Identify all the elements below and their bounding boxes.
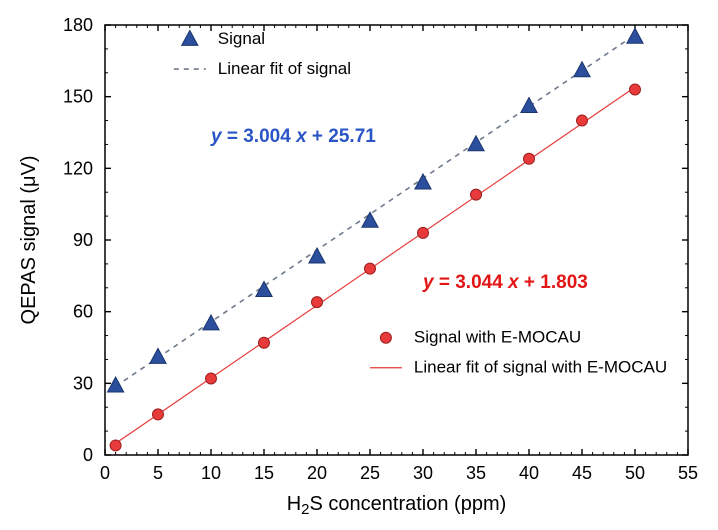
legend-label: Signal with E-MOCAU bbox=[414, 328, 581, 347]
circle-marker bbox=[365, 263, 376, 274]
circle-marker bbox=[630, 84, 641, 95]
equation-signal: y = 3.004 x + 25.71 bbox=[210, 126, 376, 147]
x-tick-label: 10 bbox=[201, 463, 221, 483]
y-tick-label: 60 bbox=[73, 302, 93, 322]
circle-marker bbox=[206, 373, 217, 384]
qepas-chart: 0 5 10 15 20 25 30 35 40 45 50 55 0 30 60 90 120 150 180 H2… bbox=[0, 0, 718, 530]
equation-signal-emocau: y = 3.044 x + 1.803 bbox=[422, 272, 588, 293]
circle-marker bbox=[524, 153, 535, 164]
circle-marker bbox=[259, 337, 270, 348]
y-tick-label: 90 bbox=[73, 230, 93, 250]
x-tick-label: 35 bbox=[466, 463, 486, 483]
x-tick-label: 20 bbox=[307, 463, 327, 483]
circle-marker bbox=[418, 227, 429, 238]
x-tick-label: 55 bbox=[678, 463, 698, 483]
circle-marker bbox=[380, 332, 391, 343]
x-axis-label: H2S concentration (ppm) bbox=[287, 493, 507, 518]
x-tick-label: 25 bbox=[360, 463, 380, 483]
x-tick-label: 45 bbox=[572, 463, 592, 483]
y-tick-label: 30 bbox=[73, 373, 93, 393]
legend-label: Signal bbox=[218, 29, 265, 48]
x-tick-label: 5 bbox=[153, 463, 163, 483]
x-tick-label: 15 bbox=[254, 463, 274, 483]
circle-marker bbox=[577, 115, 588, 126]
circle-marker bbox=[110, 440, 121, 451]
circle-marker bbox=[153, 409, 164, 420]
y-tick-label: 180 bbox=[63, 15, 93, 35]
x-tick-label: 50 bbox=[625, 463, 645, 483]
y-axis-label: QEPAS signal (μV) bbox=[18, 156, 40, 325]
x-tick-label: 30 bbox=[413, 463, 433, 483]
circle-marker bbox=[312, 297, 323, 308]
y-tick-label: 0 bbox=[83, 445, 93, 465]
legend-label: Linear fit of signal with E-MOCAU bbox=[414, 358, 667, 377]
chart-bg bbox=[0, 0, 718, 530]
x-tick-label: 40 bbox=[519, 463, 539, 483]
chart-svg: 0 5 10 15 20 25 30 35 40 45 50 55 0 30 60 90 120 150 180 H2… bbox=[0, 0, 718, 530]
y-tick-label: 120 bbox=[63, 158, 93, 178]
legend-label: Linear fit of signal bbox=[218, 59, 351, 78]
y-tick-label: 150 bbox=[63, 87, 93, 107]
circle-marker bbox=[471, 189, 482, 200]
x-tick-label: 0 bbox=[100, 463, 110, 483]
